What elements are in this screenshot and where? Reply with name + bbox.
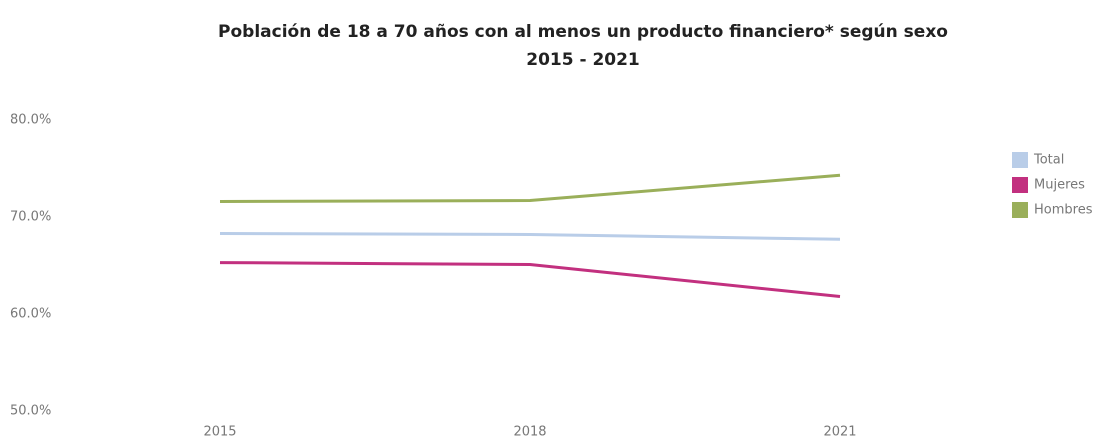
series-line (219, 261, 841, 299)
y-tick-label: 50.0% (10, 404, 51, 419)
y-tick-label: 80.0% (10, 113, 51, 128)
legend-swatch (1012, 152, 1028, 168)
legend-swatch (1012, 177, 1028, 193)
legend-label: Total (1033, 153, 1064, 168)
chart-title: Población de 18 a 70 años con al menos u… (218, 22, 948, 42)
y-tick-label: 70.0% (10, 210, 51, 225)
chart-subtitle: 2015 - 2021 (526, 50, 640, 70)
x-tick-label: 2021 (823, 425, 856, 439)
series-line (219, 231, 841, 241)
x-tick-label: 2015 (203, 425, 236, 439)
legend-label: Hombres (1034, 203, 1093, 218)
legend-swatch (1012, 202, 1028, 218)
x-tick-label: 2018 (513, 425, 546, 439)
series-line (219, 173, 841, 203)
y-tick-label: 60.0% (10, 307, 51, 322)
legend-label: Mujeres (1034, 178, 1085, 193)
